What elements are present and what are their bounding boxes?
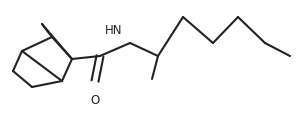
Text: HN: HN — [104, 23, 122, 36]
Text: O: O — [90, 93, 100, 106]
